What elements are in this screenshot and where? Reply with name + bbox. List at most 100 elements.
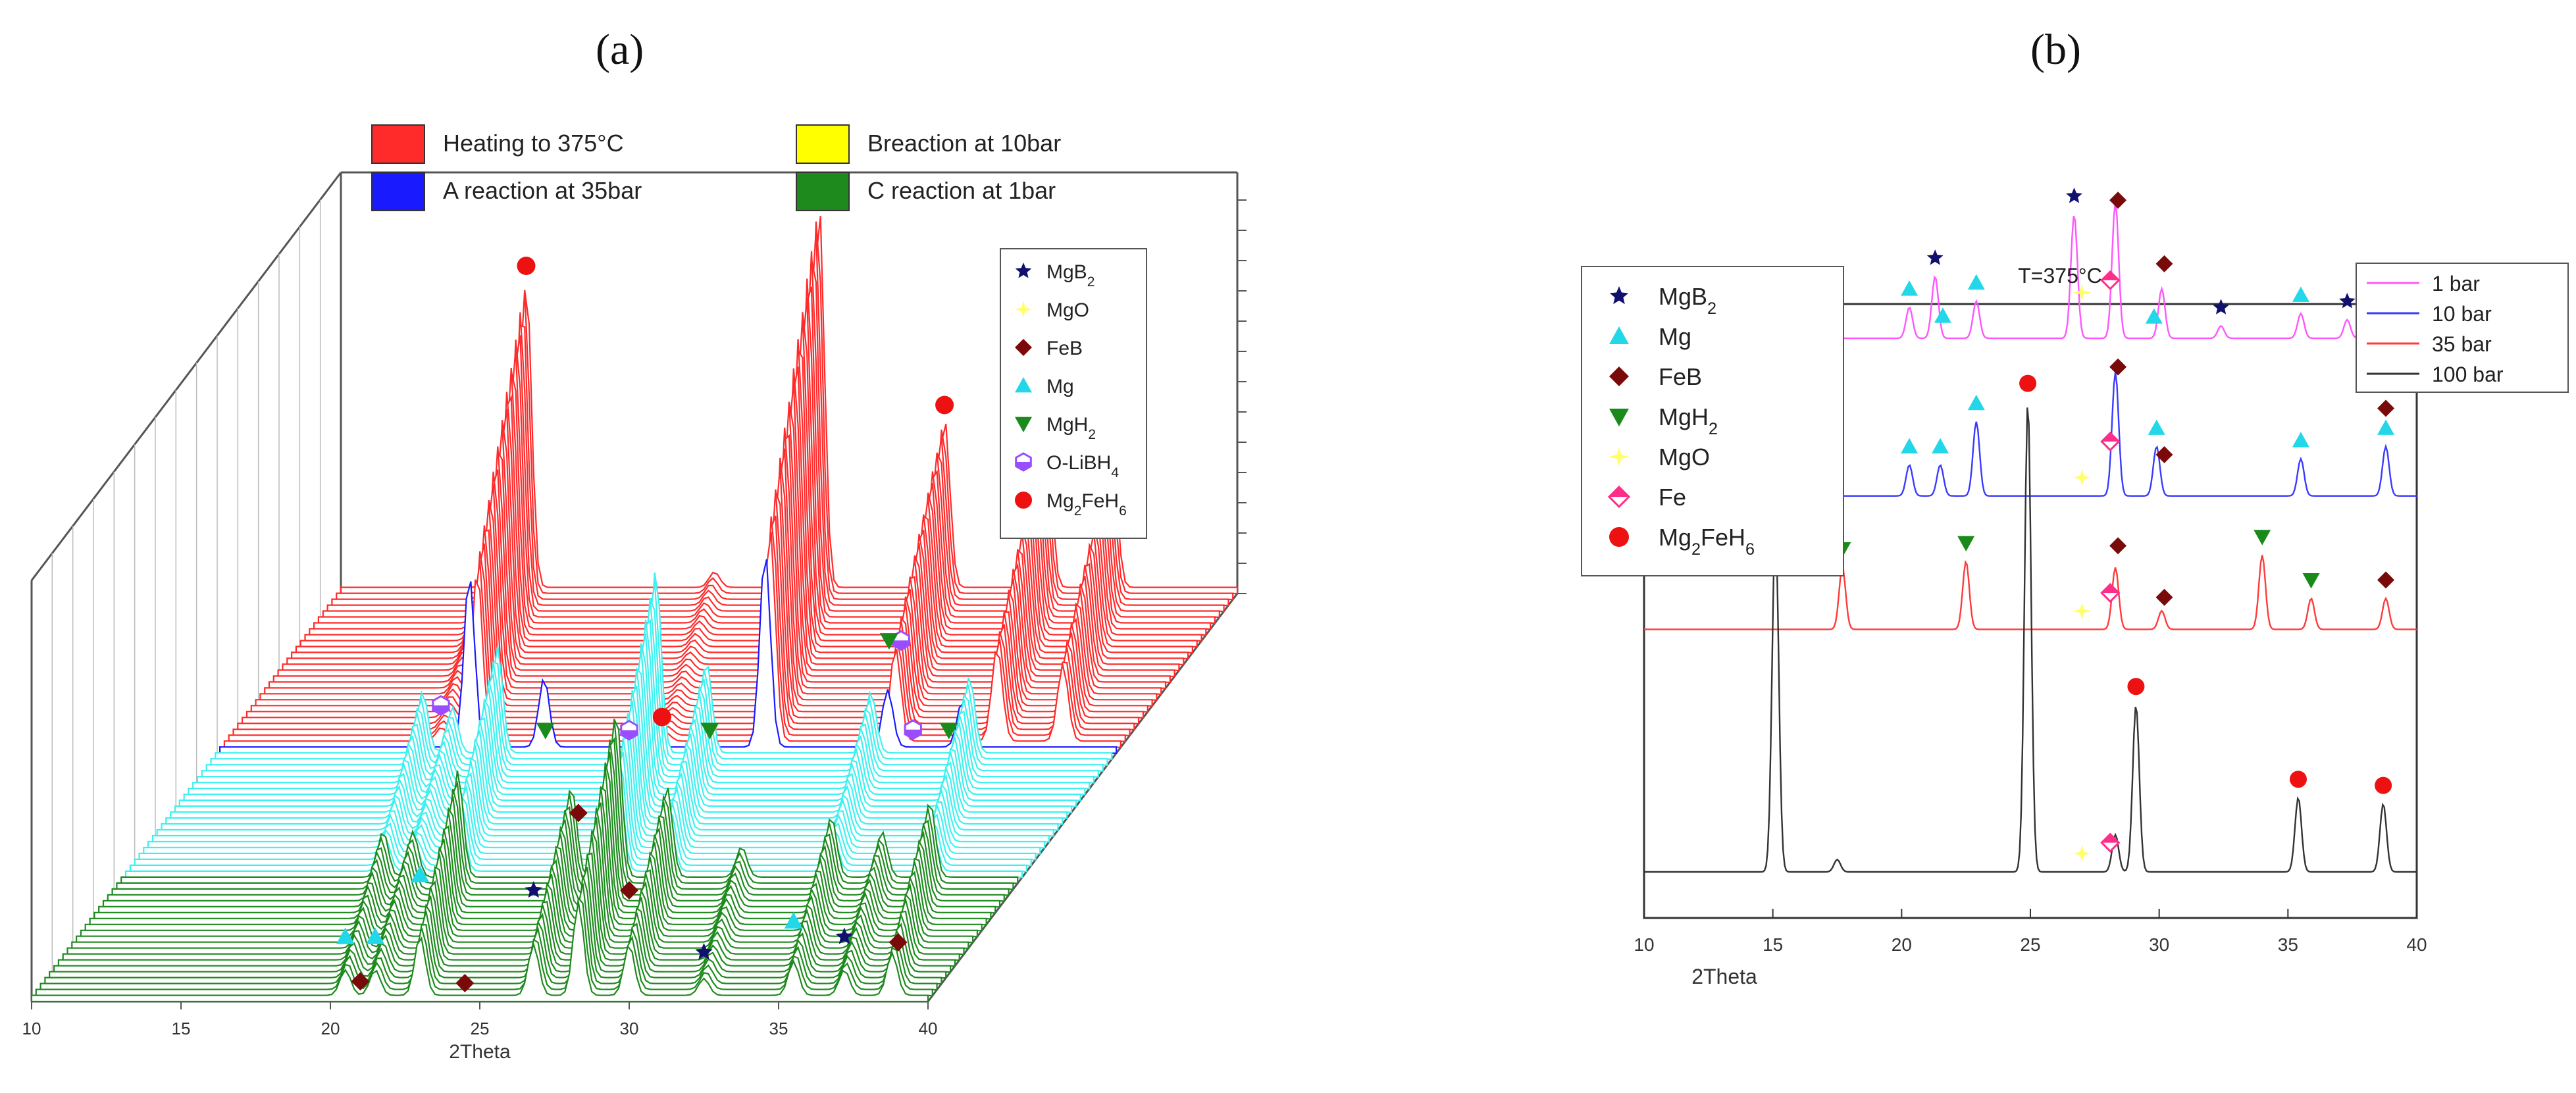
x-tick-label: 35	[769, 1019, 788, 1038]
diamond-icon	[1015, 339, 1032, 356]
marker-mg	[1967, 394, 1985, 411]
hexagon-icon	[1015, 452, 1032, 472]
marker-mgo	[2073, 469, 2091, 486]
phase-label: MgH2	[1046, 414, 1096, 442]
marker-mg	[2377, 419, 2395, 435]
legend-label: 100 bar	[2432, 363, 2504, 386]
marker-mg	[2148, 419, 2165, 435]
marker-o-libh4-fill	[905, 729, 921, 739]
x-axis-b: 10 15 20 25 30 35 40 2Theta	[1634, 909, 2427, 988]
marker-mgb2	[2213, 299, 2229, 315]
marker-o-libh4-fill	[432, 705, 450, 715]
stage-label: Breaction at 10bar	[867, 130, 1061, 157]
marker-mgb2	[695, 943, 713, 960]
phase-label: Mg2FeH6	[1046, 490, 1127, 519]
marker-fe-fill	[2101, 271, 2119, 280]
marker-feb	[2155, 255, 2173, 272]
marker-mgb2	[525, 881, 542, 898]
stage-label: C reaction at 1bar	[867, 177, 1056, 204]
x-tick-label: 35	[2278, 934, 2298, 955]
marker-mgo	[2073, 284, 2091, 301]
marker-mgo	[2073, 602, 2091, 620]
x-tick-label: 40	[919, 1019, 938, 1038]
marker-mg2feh6	[2127, 678, 2145, 696]
trace-100-bar	[1644, 407, 2417, 873]
halfdiamond-icon-fill	[1609, 487, 1629, 497]
chart-b: 10 15 20 25 30 35 40 2Theta T=375°C 1 bar 10 bar 35…	[1581, 188, 2569, 988]
marker-mg	[411, 865, 430, 882]
marker-feb	[2377, 399, 2395, 417]
marker-mg	[1967, 274, 1985, 290]
marker-fe-fill	[2101, 584, 2119, 594]
phase-label: MgH2	[1659, 403, 1718, 438]
marker-mg	[1901, 438, 1919, 454]
marker-feb	[2109, 358, 2127, 376]
stage-swatch	[371, 172, 425, 211]
marker-mg	[1932, 438, 1949, 454]
series-legend-frame	[2356, 263, 2569, 393]
phase-label: O-LiBH4	[1046, 452, 1119, 480]
phase-legend-frame	[1000, 248, 1147, 539]
x-tick-label: 25	[2020, 934, 2040, 955]
marker-mg	[2292, 286, 2309, 302]
phase-label: Mg	[1046, 376, 1074, 397]
trace-c	[53, 853, 952, 973]
trace-c	[30, 902, 929, 1003]
x-tick-label: 15	[172, 1019, 191, 1038]
phase-label: MgB2	[1659, 283, 1716, 318]
phase-label: FeB	[1046, 338, 1083, 359]
marker-mgb2	[835, 927, 854, 944]
phase-markers-b	[1766, 188, 2395, 862]
marker-feb	[2377, 571, 2395, 589]
trace-c	[80, 802, 979, 938]
triangle-down-icon	[1609, 409, 1629, 426]
phase-legend-a: MgB2 MgO FeB Mg MgH2 O-LiBH4 Mg2FeH6	[1000, 248, 1147, 539]
sparkle-icon	[1015, 301, 1032, 318]
chart-b-title: T=375°C	[2018, 264, 2102, 288]
stage-swatch	[796, 172, 850, 211]
x-tick-label: 25	[471, 1019, 490, 1038]
x-tick-label: 10	[1634, 934, 1654, 955]
stage-swatch	[796, 124, 850, 164]
legend-label: 1 bar	[2432, 272, 2480, 295]
marker-mgh2	[700, 723, 719, 740]
star-icon	[1015, 263, 1032, 278]
marker-mgb2	[1926, 249, 1944, 265]
marker-feb	[351, 972, 370, 991]
waterfall-traces	[30, 215, 1239, 1003]
marker-o-libh4	[904, 719, 922, 740]
x-tick-label: 20	[321, 1019, 340, 1038]
marker-mg	[1934, 307, 1951, 323]
phase-label: MgB2	[1046, 261, 1095, 290]
phase-label: Mg	[1659, 323, 1691, 350]
x-axis-a: 10 15 20 25 30 35 40 2Theta	[22, 1002, 938, 1063]
triangle-up-icon	[1609, 326, 1629, 344]
marker-fe	[2100, 582, 2121, 603]
marker-mg2feh6	[2289, 771, 2307, 788]
phase-label: MgO	[1046, 299, 1089, 321]
x-axis-title: 2Theta	[1691, 965, 1757, 988]
circle-icon	[1015, 492, 1032, 509]
trace-c	[62, 834, 960, 961]
marker-fe-fill	[2101, 834, 2119, 843]
phase-label: FeB	[1659, 363, 1702, 390]
x-tick-label: 30	[2149, 934, 2169, 955]
stage-legend: Heating to 375°C Breaction at 10bar A reac…	[371, 124, 1061, 211]
marker-o-libh4	[620, 719, 638, 741]
trace-c	[71, 817, 969, 950]
marker-mgh2	[536, 723, 555, 740]
stage-label: Heating to 375°C	[443, 130, 624, 157]
x-tick-label: 30	[620, 1019, 639, 1038]
frame-floor-right	[927, 593, 1239, 1002]
phase-legend-b: MgB2 Mg FeB MgH2 MgO Fe Mg2FeH6	[1581, 266, 1844, 576]
marker-mg2feh6	[652, 707, 671, 726]
marker-feb	[2109, 537, 2127, 555]
marker-mg	[1901, 280, 1919, 296]
triangle-down-icon	[1015, 417, 1032, 432]
legend-label: 10 bar	[2432, 302, 2492, 326]
panel-a-label: (a)	[596, 26, 644, 74]
legend-label: 35 bar	[2432, 332, 2492, 356]
marker-mg2feh6	[935, 395, 954, 415]
trace-heating	[299, 315, 1198, 648]
